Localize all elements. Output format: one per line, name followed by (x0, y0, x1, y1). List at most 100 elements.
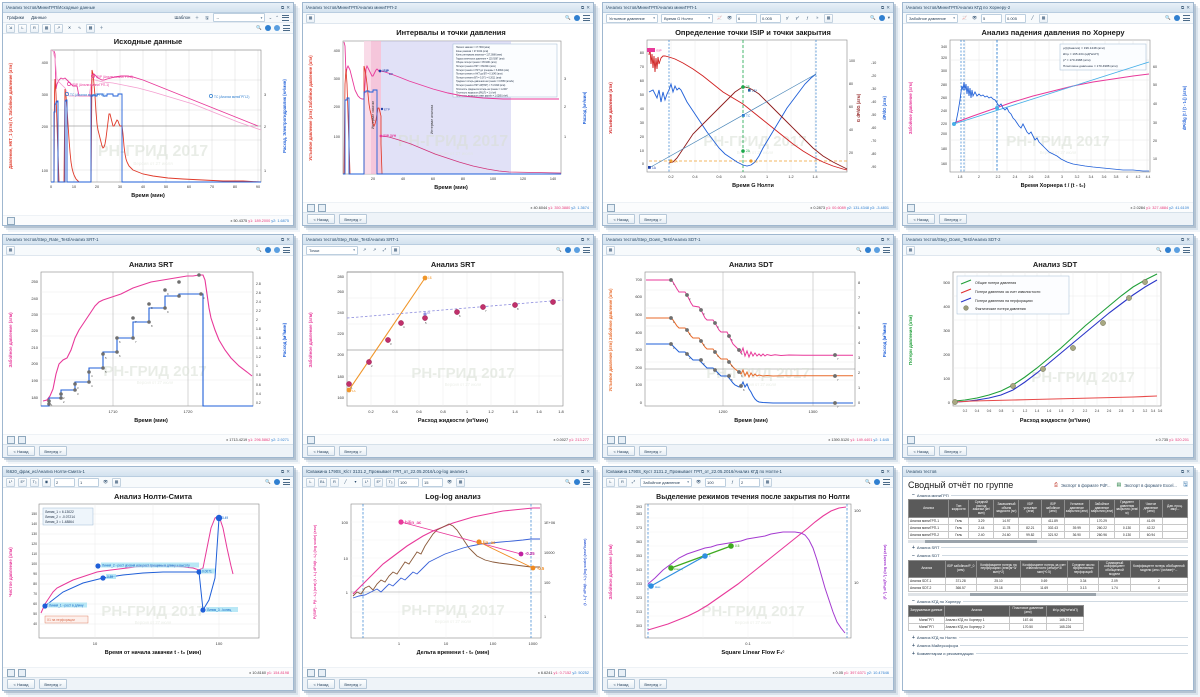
eye-icon[interactable]: 👁 (726, 15, 733, 20)
line-tool-icon[interactable]: ╱ (1031, 15, 1034, 20)
help-icon[interactable] (574, 247, 580, 253)
info-icon[interactable] (865, 247, 871, 253)
help-icon[interactable] (274, 25, 280, 31)
restore-icon[interactable]: ⧉ (581, 237, 585, 242)
search-icon[interactable]: 🔍 (256, 247, 262, 252)
report-section-header-mayerhofer[interactable]: + Анализ Майерсофора (912, 643, 1188, 649)
left-axis-button[interactable]: L (606, 477, 615, 487)
toolbar[interactable]: L¹ E² T₃ ◉ 2 1 👁 ▦ 🔍 (3, 477, 293, 488)
chart-line-icon[interactable]: 📈 (717, 15, 722, 20)
window-controls[interactable]: ⧉ ✕ (581, 469, 590, 475)
close-icon[interactable]: ✕ (586, 4, 590, 10)
grid-icon[interactable]: ▦ (763, 477, 772, 487)
info-icon[interactable] (574, 15, 580, 21)
options-icon[interactable] (283, 25, 290, 31)
titlebar[interactable]: /Анализ тестов/МиниГРП/Анализ миниГРП-1 … (603, 3, 893, 13)
table-row[interactable]: Анализ SDT-2 366.57 29.18 11.69 3.13 1.7… (908, 584, 1189, 593)
back-button[interactable]: < Назад (607, 214, 635, 224)
back-button[interactable]: < Назад (7, 446, 35, 456)
options-icon[interactable] (583, 479, 590, 485)
template-select[interactable]: -- ▾ (213, 13, 266, 22)
navbar[interactable]: < Назад Вперед > (903, 444, 1193, 457)
titlebar[interactable]: /Скважина 1790S_Куст 3131.2_Промывает ГР… (603, 467, 893, 477)
info-icon[interactable] (1165, 247, 1171, 253)
expand-icon[interactable]: + (912, 544, 915, 551)
grid-toggle-icon[interactable] (618, 435, 626, 444)
info-icon[interactable] (274, 479, 280, 485)
toolbar[interactable]: ▦ 🔍 (603, 245, 893, 256)
target-icon[interactable]: ◉ (42, 477, 51, 487)
save-icon[interactable]: 🖫 (205, 14, 209, 20)
back-button[interactable]: < Назад (307, 679, 335, 689)
window-анализ-srt-2[interactable]: /Анализ тестов/Step_Rate_Test/Анализ SRT… (302, 234, 594, 458)
options-icon[interactable] (1183, 15, 1190, 21)
titlebar[interactable]: /Анализ тестов/Step_Rate_Test/Анализ SRT… (3, 235, 293, 245)
plot-area[interactable]: Анализ падения давления по Хорнеру РН-ГР… (903, 24, 1193, 202)
grid-icon[interactable]: ▦ (906, 245, 915, 255)
window-controls[interactable]: ⧉ ✕ (1181, 237, 1190, 243)
grid-icon[interactable]: ▦ (456, 477, 465, 487)
titlebar[interactable]: /Анализ тестов/МиниГРП/Анализ КГД по Хор… (903, 3, 1193, 13)
tolerance-input[interactable]: 0.005 (1005, 13, 1026, 23)
toolbar[interactable]: Устьевое давление ▾ Время G Нолти ▾ 📈 👁 6 … (603, 13, 893, 24)
legend-toggle-icon[interactable] (7, 435, 15, 444)
toolbar[interactable]: ▦ 🔍 (303, 13, 593, 24)
chevron-up-icon[interactable]: ⌃ (275, 14, 279, 20)
options-icon[interactable] (283, 479, 290, 485)
line3-icon[interactable]: T₃ (30, 477, 39, 487)
window-анализ-хорнера[interactable]: /Анализ тестов/МиниГРП/Анализ КГД по Хор… (902, 2, 1194, 226)
legend-toggle-icon[interactable] (307, 203, 315, 212)
line1-icon[interactable]: L¹ (6, 477, 15, 487)
curve-select[interactable]: Устьевое давление ▾ (606, 13, 658, 23)
close-icon[interactable]: ✕ (886, 236, 890, 242)
export-pdf-button[interactable]: ⎙ Экспорт в формате PdF... (1053, 482, 1111, 488)
window-controls[interactable]: ⧉ ✕ (1181, 469, 1190, 475)
options-icon[interactable] (1183, 247, 1190, 253)
info-icon[interactable] (265, 247, 271, 253)
close-icon[interactable]: ✕ (886, 4, 890, 10)
chevron-down-icon[interactable]: ⌄ (268, 14, 273, 20)
legend-toggle-icon[interactable] (7, 668, 15, 677)
window-controls[interactable]: ⧉ ✕ (881, 469, 890, 475)
expand-icon[interactable]: + (912, 642, 915, 649)
menubar[interactable]: Графики Данные Шаблон ＋ 🖫 -- ▾ ⌄ ⌃ (3, 13, 293, 23)
info-icon[interactable] (574, 479, 580, 485)
eye-icon[interactable]: 👁 (102, 479, 109, 484)
eye-icon[interactable]: 👁 (971, 15, 978, 20)
expand-icon[interactable]: + (912, 634, 915, 641)
report-section-header-sdt[interactable]: − Анализ SDT (912, 553, 1188, 559)
horizontal-scrollbar[interactable] (908, 539, 1188, 543)
smooth-input[interactable]: 15 (422, 477, 443, 487)
curve-select[interactable]: Забойное давление ▾ (906, 13, 958, 23)
navbar[interactable]: < Назад Вперед > (3, 677, 293, 690)
forward-button[interactable]: Вперед > (339, 214, 367, 224)
plot-area[interactable]: Log-log анализ РН-ГРИД 2017 Версия от 27… (303, 488, 593, 667)
chart-line-icon[interactable]: 📈 (962, 15, 967, 20)
fit-icon[interactable]: ⊧ (816, 15, 819, 20)
close-icon[interactable]: ✕ (286, 468, 290, 474)
window-controls[interactable]: ⧉ ✕ (281, 469, 290, 475)
expand-icon[interactable]: + (912, 650, 915, 657)
table-row[interactable]: Анализ SDT-1 371.28 25.10 0.69 3.34 2.09… (908, 577, 1189, 586)
curve-left-icon[interactable]: L (18, 23, 27, 33)
save-icon[interactable]: 🖫 (1182, 482, 1188, 488)
options-icon[interactable] (283, 247, 290, 253)
report-section-header-srt[interactable]: + Анализ SRT (912, 545, 1188, 551)
line2-icon[interactable]: ↗ (372, 247, 377, 252)
window-режимы-течения-нолти[interactable]: /Скважина 1790S_Куст 3131.2_Промывает ГР… (602, 466, 894, 691)
search-icon[interactable]: 🔍 (556, 247, 562, 252)
window-controls[interactable]: ⧉ ✕ (281, 237, 290, 243)
back-button[interactable]: < Назад (607, 679, 635, 689)
restore-icon[interactable]: ⧉ (1181, 469, 1185, 474)
close-icon[interactable]: ✕ (1186, 4, 1190, 10)
close-icon[interactable]: ✕ (586, 236, 590, 242)
chevron-down-icon[interactable]: ▾ (887, 15, 890, 20)
report-section-header-horner[interactable]: − Анализ КГД по Хорнеру (912, 598, 1188, 604)
horizontal-scrollbar[interactable] (908, 593, 1188, 597)
line2-icon[interactable]: E² (18, 477, 27, 487)
collapse-icon[interactable]: − (912, 492, 915, 498)
window-исходные-данные[interactable]: /Анализ тестов/МиниГРП/Исходные данные ⧉… (2, 2, 294, 226)
add-icon[interactable]: ＋ (194, 14, 199, 20)
toolbar[interactable]: L BL R ╱ ▾ L¹ E² T₃ 100 15 👁 ▦ 🔍 (303, 477, 593, 488)
grid-toggle-icon[interactable] (618, 668, 626, 677)
